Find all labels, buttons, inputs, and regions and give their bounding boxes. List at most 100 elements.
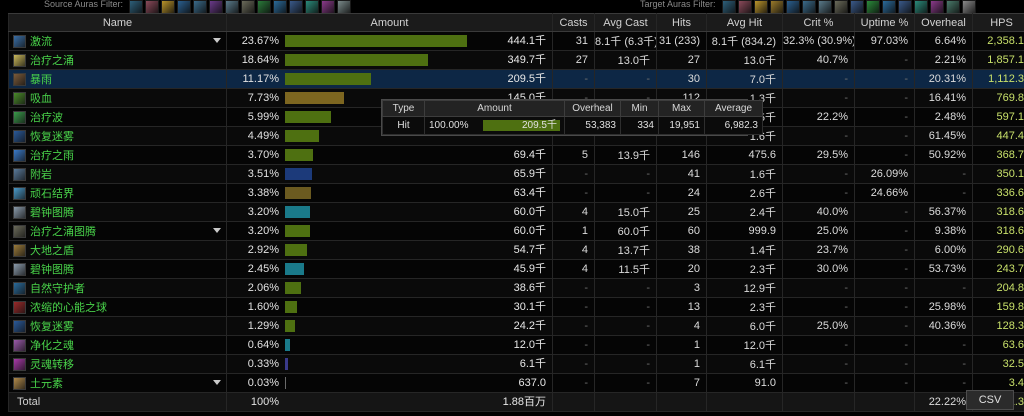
uptime-percent-value: - bbox=[854, 202, 915, 222]
chevron-down-icon[interactable] bbox=[213, 38, 221, 43]
source-aura-icon-10[interactable] bbox=[289, 0, 304, 13]
target-auras-filter[interactable]: Target Auras Filter: bbox=[640, 0, 976, 13]
ability-name-cell[interactable]: 恢复迷雾 bbox=[8, 316, 227, 336]
source-aura-icon-1[interactable] bbox=[145, 0, 160, 13]
avg-cast-value: - bbox=[594, 164, 657, 184]
source-aura-icon-7[interactable] bbox=[241, 0, 256, 13]
amount-bar bbox=[285, 149, 314, 161]
ability-name-cell[interactable]: 附岩 bbox=[8, 164, 227, 184]
target-aura-icon-2[interactable] bbox=[753, 0, 768, 13]
casts-value: - bbox=[552, 69, 595, 89]
ability-name-cell[interactable]: 治疗之雨 bbox=[8, 145, 227, 165]
amount-bar bbox=[285, 339, 291, 351]
amount-value: 30.1千 bbox=[513, 301, 546, 313]
ability-name-cell[interactable]: 净化之魂 bbox=[8, 335, 227, 355]
uptime-percent-value: - bbox=[854, 145, 915, 165]
target-aura-icon-13[interactable] bbox=[929, 0, 944, 13]
target-aura-icon-1[interactable] bbox=[737, 0, 752, 13]
ability-name-cell[interactable]: 顽石结界 bbox=[8, 183, 227, 203]
source-aura-icon-8[interactable] bbox=[257, 0, 272, 13]
target-aura-icon-3[interactable] bbox=[769, 0, 784, 13]
table-row[interactable]: 治疗之涌 18.64% 349.7千 27 13.0千 27 13.0千 40.7% -2.21… bbox=[8, 50, 1024, 70]
column-header-uptime[interactable]: Uptime % bbox=[854, 13, 915, 32]
ability-name-cell[interactable]: 吸血 bbox=[8, 88, 227, 108]
ability-name-cell[interactable]: 碧钟图腾 bbox=[8, 202, 227, 222]
source-aura-icon-6[interactable] bbox=[225, 0, 240, 13]
column-header-crit[interactable]: Crit % bbox=[782, 13, 855, 32]
ability-name-cell[interactable]: 治疗之涌 bbox=[8, 50, 227, 70]
ability-name-cell[interactable]: 治疗波 bbox=[8, 107, 227, 127]
target-aura-icon-10[interactable] bbox=[881, 0, 896, 13]
ability-name-cell[interactable]: 暴雨 bbox=[8, 69, 227, 89]
target-aura-icon-12[interactable] bbox=[913, 0, 928, 13]
target-aura-icon-list[interactable] bbox=[721, 0, 976, 13]
column-header-casts[interactable]: Casts bbox=[552, 13, 595, 32]
target-aura-icon-0[interactable] bbox=[721, 0, 736, 13]
target-aura-icon-8[interactable] bbox=[849, 0, 864, 13]
csv-export-button[interactable]: CSV bbox=[966, 390, 1014, 410]
ability-name-cell[interactable]: 灵魂转移 bbox=[8, 354, 227, 374]
target-aura-icon-4[interactable] bbox=[785, 0, 800, 13]
target-aura-icon-15[interactable] bbox=[961, 0, 976, 13]
table-row[interactable]: 激流 23.67% 444.1千 31 8.1千 (6.3千) 31 (233) 8.1千 … bbox=[8, 31, 1024, 51]
ability-name-cell[interactable]: 土元素 bbox=[8, 373, 227, 393]
ability-name-cell[interactable]: 激流 bbox=[8, 31, 227, 51]
hits-value: 24 bbox=[656, 183, 707, 203]
source-aura-icon-2[interactable] bbox=[161, 0, 176, 13]
hits-value: 7 bbox=[656, 373, 707, 393]
source-aura-icon-11[interactable] bbox=[305, 0, 320, 13]
ability-name-cell[interactable]: 碧钟图腾 bbox=[8, 259, 227, 279]
amount-value: 12.0千 bbox=[513, 339, 546, 351]
target-aura-icon-11[interactable] bbox=[897, 0, 912, 13]
source-aura-icon-0[interactable] bbox=[129, 0, 144, 13]
source-auras-filter[interactable]: Source Auras Filter: bbox=[44, 0, 352, 13]
hps-value: 597.1 bbox=[972, 107, 1024, 127]
table-row[interactable]: 附岩3.51%65.9千--411.6千-26.09%-350.1+ bbox=[8, 164, 1024, 184]
table-row[interactable]: 治疗之涌图腾 3.20% 60.0千 1 60.0千 60 999.9 25.0% -9.38%… bbox=[8, 221, 1024, 241]
source-aura-icon-13[interactable] bbox=[337, 0, 352, 13]
target-aura-icon-6[interactable] bbox=[817, 0, 832, 13]
chevron-down-icon[interactable] bbox=[213, 380, 221, 385]
target-aura-icon-5[interactable] bbox=[801, 0, 816, 13]
target-aura-icon-7[interactable] bbox=[833, 0, 848, 13]
amount-percent: 3.51% bbox=[247, 168, 279, 180]
ability-name-cell[interactable]: 治疗之涌图腾 bbox=[8, 221, 227, 241]
column-header-hits[interactable]: Hits bbox=[656, 13, 707, 32]
ability-name-cell[interactable]: 浓缩的心能之球 bbox=[8, 297, 227, 317]
column-header-hps[interactable]: HPS bbox=[972, 13, 1024, 32]
target-aura-icon-14[interactable] bbox=[945, 0, 960, 13]
column-header-avg-cast[interactable]: Avg Cast bbox=[594, 13, 657, 32]
source-aura-icon-3[interactable] bbox=[177, 0, 192, 13]
table-row[interactable]: 治疗之雨 3.70% 69.4千 5 13.9千 146 475.6 29.5% -50.92%… bbox=[8, 145, 1024, 165]
source-aura-icon-12[interactable] bbox=[321, 0, 336, 13]
table-row[interactable]: 碧钟图腾 2.45% 45.9千 4 11.5千 20 2.3千 30.0% -53.73% 24… bbox=[8, 259, 1024, 279]
casts-value: - bbox=[552, 278, 595, 298]
source-aura-icon-5[interactable] bbox=[209, 0, 224, 13]
column-header-avg-hit[interactable]: Avg Hit bbox=[706, 13, 783, 32]
source-aura-icon-list[interactable] bbox=[129, 0, 352, 13]
ability-name-cell[interactable]: 自然守护者 bbox=[8, 278, 227, 298]
ability-name-cell[interactable]: 大地之盾 bbox=[8, 240, 227, 260]
source-aura-icon-4[interactable] bbox=[193, 0, 208, 13]
chevron-down-icon[interactable] bbox=[213, 228, 221, 233]
avg-cast-value: 13.9千 bbox=[594, 145, 657, 165]
uptime-percent-value: - bbox=[854, 240, 915, 260]
table-row[interactable]: 碧钟图腾 3.20% 60.0千 4 15.0千 25 2.4千 40.0% -56.37% 31… bbox=[8, 202, 1024, 222]
ability-name-cell[interactable]: 恢复迷雾 bbox=[8, 126, 227, 146]
column-header-name[interactable]: Name bbox=[8, 13, 227, 32]
table-row[interactable]: 大地之盾 2.92% 54.7千 4 13.7千 38 1.4千 23.7% -6.00% 290… bbox=[8, 240, 1024, 260]
column-header-overheal[interactable]: Overheal bbox=[914, 13, 973, 32]
source-aura-icon-9[interactable] bbox=[273, 0, 288, 13]
target-aura-icon-9[interactable] bbox=[865, 0, 880, 13]
column-header-amount[interactable]: Amount bbox=[226, 13, 553, 32]
